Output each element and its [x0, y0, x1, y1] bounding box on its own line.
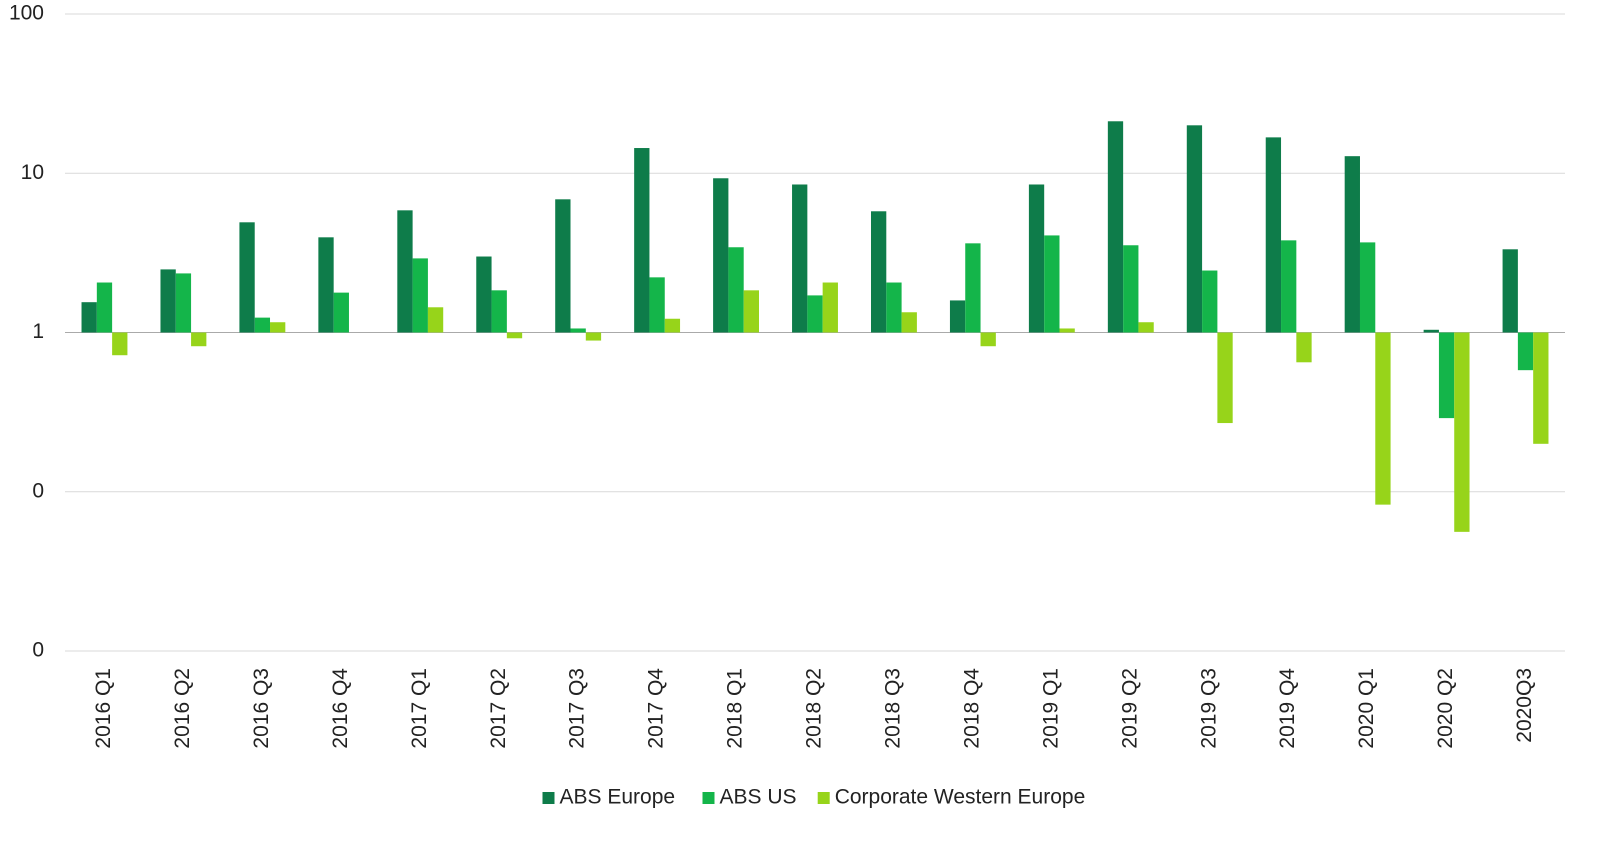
x-tick-label: 2020Q3	[1513, 668, 1536, 743]
bar	[585, 332, 602, 341]
bar	[1138, 322, 1154, 333]
x-tick-label: 2019 Q3	[1197, 668, 1220, 749]
bar	[807, 295, 823, 333]
y-tick-label: 1	[32, 320, 44, 343]
bar	[634, 148, 650, 333]
bar	[1059, 328, 1075, 333]
x-tick-label: 2020 Q2	[1434, 668, 1457, 749]
bar	[96, 282, 113, 333]
x-tick-label: 2016 Q3	[250, 668, 273, 749]
bar	[1186, 125, 1203, 333]
bar	[427, 307, 444, 333]
legend-label: Corporate Western Europe	[835, 786, 1086, 809]
bar	[1044, 235, 1060, 333]
bar	[1423, 329, 1439, 333]
bar	[1375, 332, 1391, 505]
y-tick-label: 0	[32, 479, 44, 502]
legend-swatch	[702, 792, 715, 804]
bar	[965, 243, 981, 333]
y-tick-label: 10	[21, 161, 44, 184]
x-tick-label: 2018 Q1	[724, 668, 747, 749]
bar	[1502, 249, 1518, 333]
bar	[191, 332, 207, 347]
bar	[476, 256, 492, 333]
bar	[1517, 332, 1534, 371]
x-tick-label: 2017 Q2	[487, 668, 510, 749]
bar	[949, 300, 966, 333]
bar	[491, 290, 507, 333]
legend-label: ABS US	[720, 786, 797, 809]
x-tick-label: 2020 Q1	[1355, 668, 1378, 749]
bar	[901, 312, 917, 333]
bar	[980, 332, 996, 347]
bar	[506, 332, 523, 339]
bar	[1265, 137, 1282, 333]
x-tick-label: 2019 Q2	[1118, 668, 1141, 749]
bar	[1028, 184, 1045, 333]
bar	[743, 290, 760, 333]
bar	[713, 178, 729, 333]
bar	[649, 277, 665, 333]
bar	[333, 292, 349, 333]
bar	[1202, 270, 1218, 333]
x-tick-label: 2017 Q3	[566, 668, 589, 749]
x-tick-label: 2018 Q3	[881, 668, 904, 749]
x-tick-label: 2017 Q1	[408, 668, 431, 749]
bar	[160, 269, 176, 333]
y-tick-label: 0	[32, 639, 44, 662]
x-tick-label: 2016 Q1	[92, 668, 115, 749]
bar	[664, 318, 681, 333]
bar	[1296, 332, 1312, 363]
bar	[1454, 332, 1470, 532]
x-tick-label: 2019 Q4	[1276, 668, 1299, 749]
x-tick-label: 2018 Q4	[960, 668, 983, 749]
bar	[1438, 332, 1455, 419]
bar	[728, 247, 744, 333]
bar	[1359, 242, 1376, 333]
bar	[1281, 240, 1297, 333]
bar	[318, 237, 334, 333]
bar	[270, 322, 286, 333]
x-tick-label: 2016 Q2	[171, 668, 194, 749]
bar	[412, 258, 428, 333]
bar	[792, 184, 808, 333]
bar	[886, 282, 902, 333]
bar	[397, 210, 413, 333]
x-tick-label: 2019 Q1	[1039, 668, 1062, 749]
bar	[81, 302, 97, 333]
bar	[1344, 156, 1360, 333]
x-tick-label: 2017 Q4	[645, 668, 668, 749]
bar	[254, 317, 271, 333]
legend-label: ABS Europe	[560, 786, 676, 809]
bar	[1123, 245, 1139, 333]
bar	[1107, 121, 1124, 333]
x-tick-label: 2018 Q2	[803, 668, 826, 749]
x-tick-label: 2016 Q4	[329, 668, 352, 749]
bar	[112, 332, 128, 356]
bar	[822, 282, 838, 333]
bar	[1217, 332, 1233, 424]
legend-swatch	[817, 792, 830, 804]
bar	[1533, 332, 1549, 444]
legend-swatch	[542, 792, 555, 804]
bar	[555, 199, 571, 333]
bar	[239, 222, 255, 333]
bar	[175, 273, 192, 333]
y-tick-label: 100	[9, 2, 44, 25]
bar	[570, 328, 586, 333]
bar	[870, 211, 887, 333]
